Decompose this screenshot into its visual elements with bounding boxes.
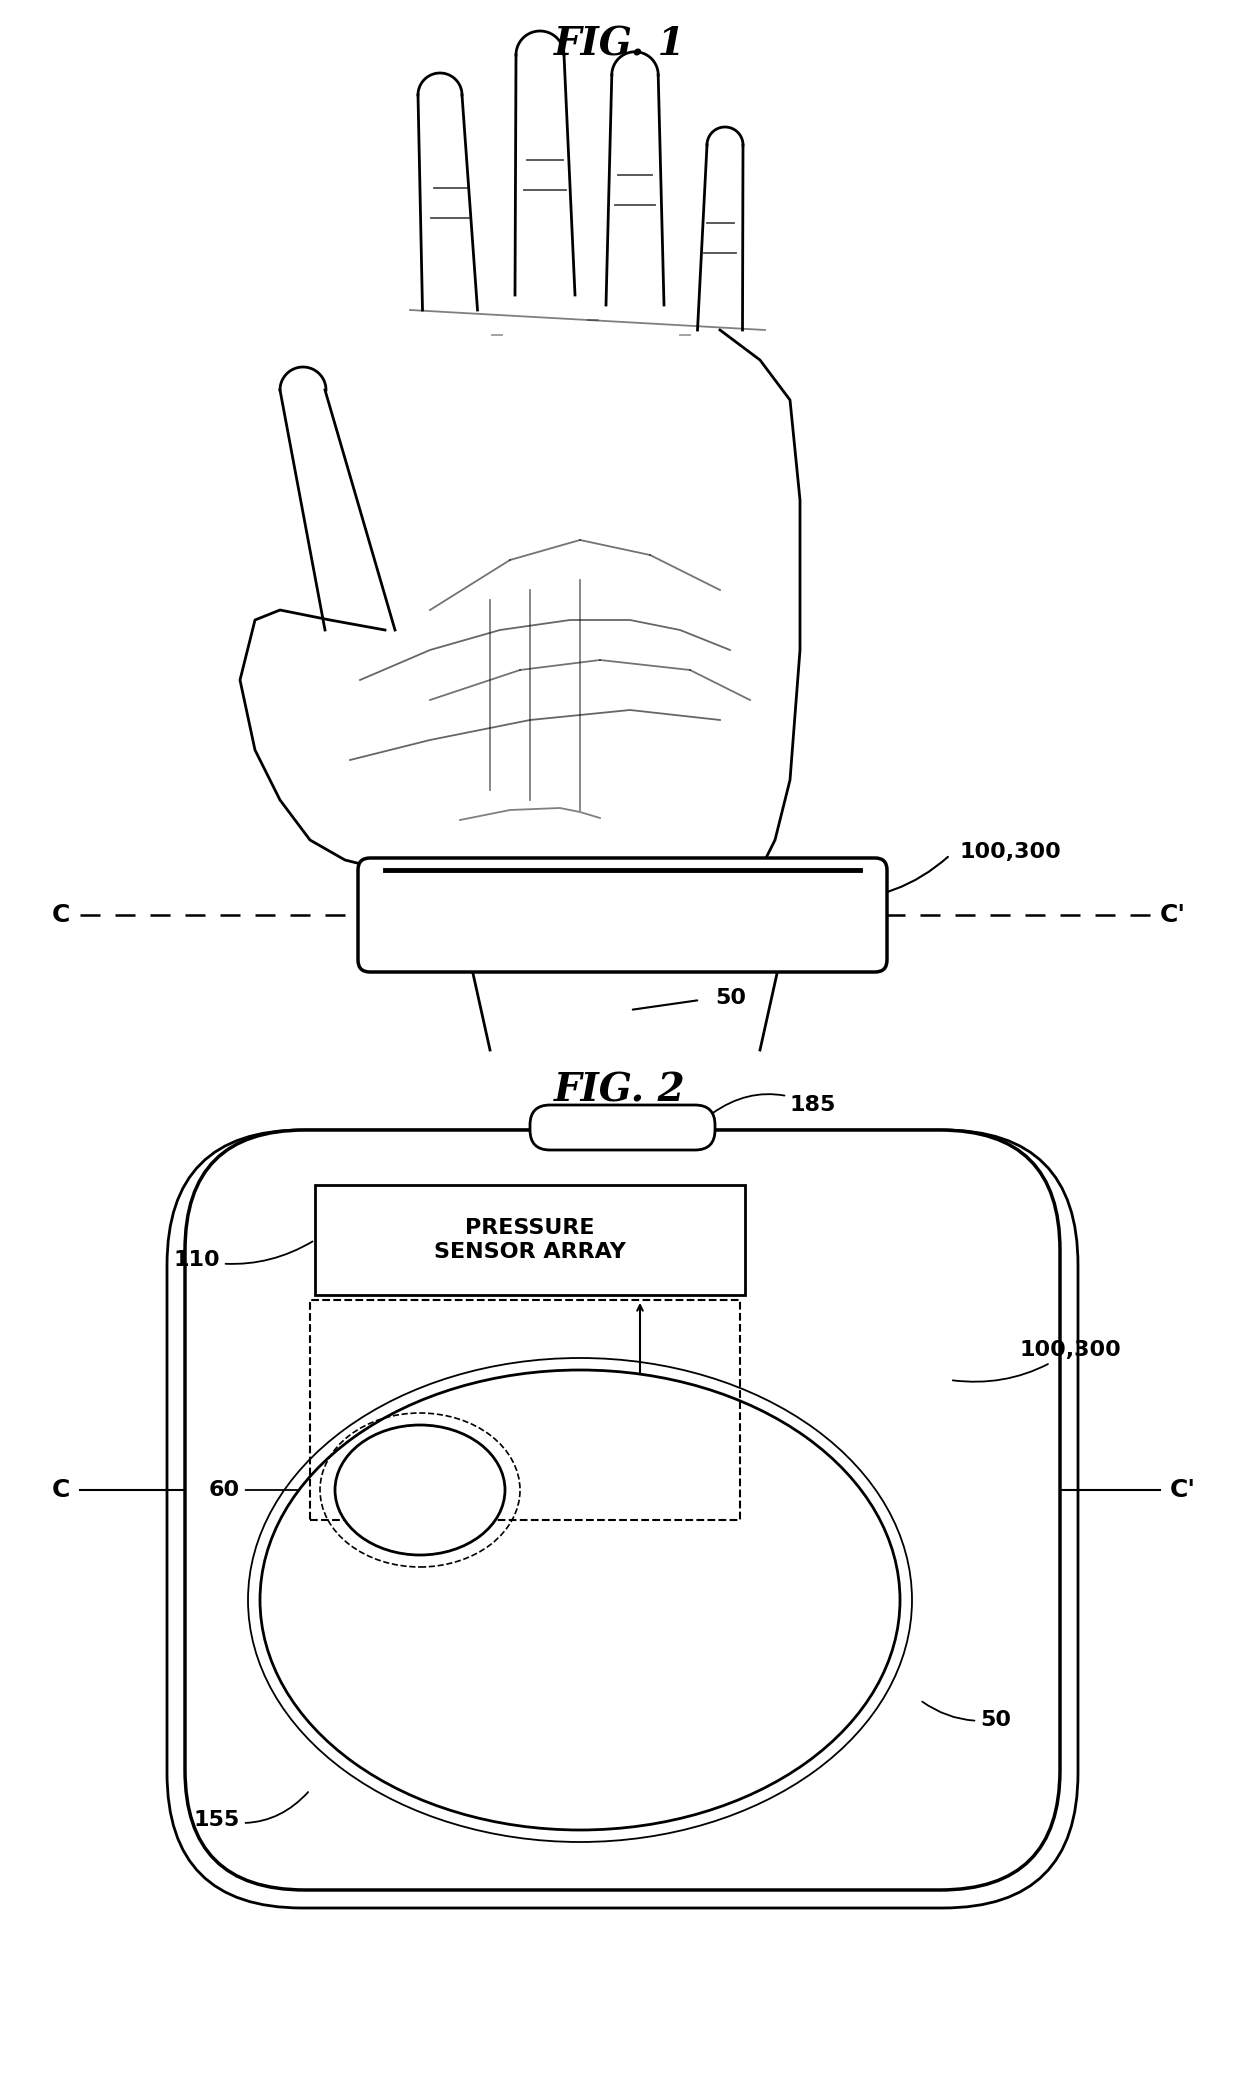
- Text: A: A: [658, 1398, 677, 1423]
- Text: 110: 110: [174, 1241, 312, 1270]
- FancyBboxPatch shape: [358, 859, 887, 971]
- Text: 60: 60: [208, 1479, 327, 1500]
- Text: FIG. 2: FIG. 2: [554, 1072, 686, 1109]
- Text: C': C': [1171, 1479, 1197, 1502]
- Text: FIG. 1: FIG. 1: [554, 25, 686, 63]
- Text: B: B: [590, 1460, 609, 1485]
- Bar: [315, 1184, 745, 1295]
- Text: PRESSURE
SENSOR ARRAY: PRESSURE SENSOR ARRAY: [434, 1218, 626, 1262]
- FancyBboxPatch shape: [185, 1130, 1060, 1891]
- Text: 100,300: 100,300: [960, 842, 1061, 863]
- FancyBboxPatch shape: [529, 1105, 715, 1151]
- Text: 50: 50: [923, 1703, 1011, 1730]
- Text: 185: 185: [712, 1095, 836, 1116]
- Text: C': C': [1159, 902, 1185, 928]
- Text: 100,300: 100,300: [952, 1339, 1122, 1381]
- Text: 50: 50: [715, 988, 746, 1009]
- Text: C: C: [52, 1479, 69, 1502]
- Bar: [310, 1299, 740, 1521]
- Ellipse shape: [260, 1370, 900, 1830]
- Text: 155: 155: [193, 1792, 309, 1830]
- Text: C: C: [52, 902, 69, 928]
- Ellipse shape: [335, 1425, 505, 1554]
